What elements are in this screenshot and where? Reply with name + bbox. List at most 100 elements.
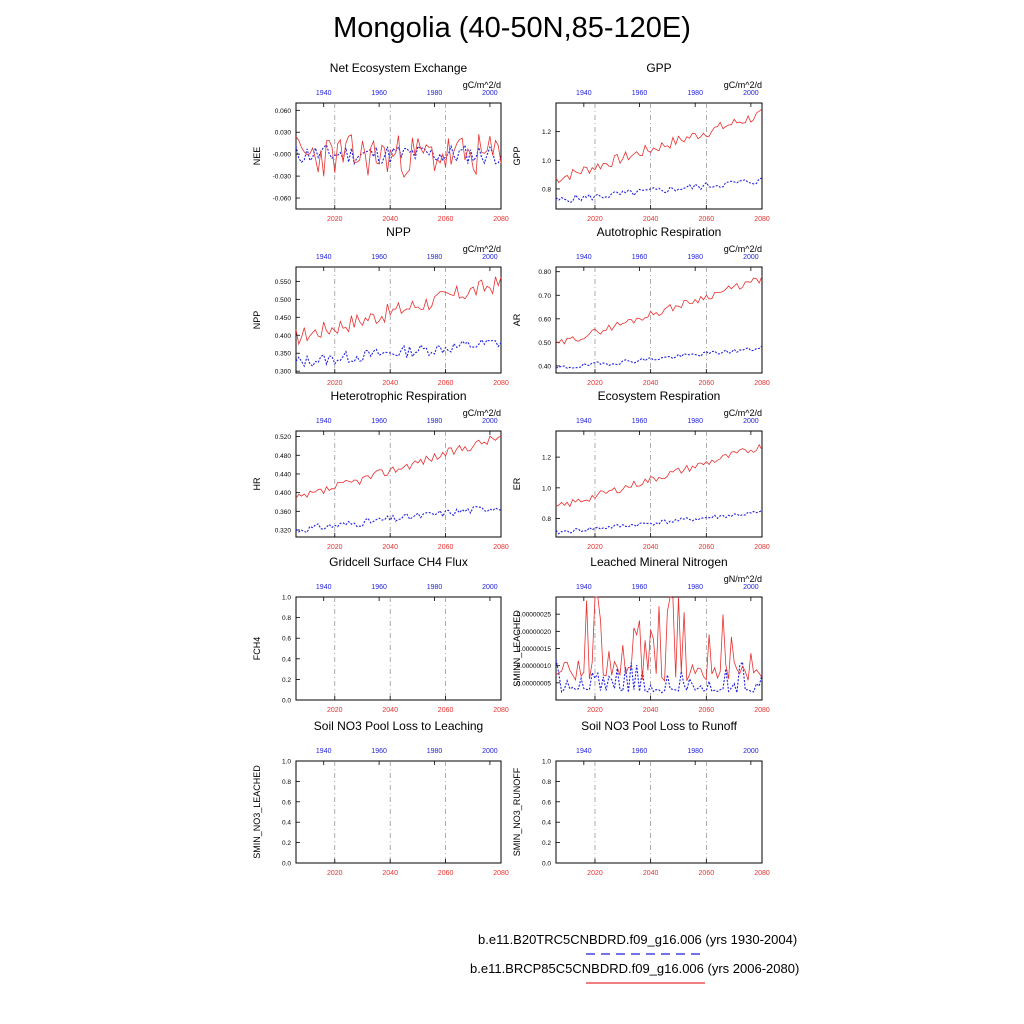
top-tick-label-ar-1980: 1980	[687, 254, 703, 261]
y-tick-label-fch4-3: 0.6	[282, 636, 291, 643]
y-tick-label-hr-5: 0.520	[275, 434, 292, 441]
panel-title-ar: Autotrophic Respiration	[597, 225, 722, 239]
top-tick-label-sminn-1960: 1960	[632, 584, 648, 591]
y-tick-label-hr-2: 0.400	[275, 490, 292, 497]
x-tick-label-sminn-2020: 2020	[587, 707, 603, 714]
y-tick-label-nee-4: -0.060	[273, 196, 292, 203]
series-line-ar-historical	[555, 345, 763, 369]
y-tick-label-gpp-2: 1.2	[542, 129, 551, 136]
y-tick-label-npp-4: 0.500	[275, 297, 292, 304]
y-tick-label-no3runoff-5: 1.0	[542, 759, 551, 766]
top-tick-label-gpp-1980: 1980	[687, 90, 703, 97]
series-line-sminn-future	[555, 596, 763, 682]
x-tick-label-no3leach-2040: 2040	[382, 870, 398, 877]
y-axis-label-no3leach: SMIN_NO3_LEACHED	[252, 765, 262, 859]
y-tick-label-fch4-2: 0.4	[282, 656, 291, 663]
y-tick-label-npp-3: 0.450	[275, 315, 292, 322]
plot-frame-no3runoff	[555, 760, 763, 864]
x-tick-label-fch4-2060: 2060	[438, 707, 454, 714]
top-tick-label-no3leach-1940: 1940	[316, 748, 332, 755]
y-tick-label-sminn-2: 0.00000015	[517, 646, 552, 653]
panel-units-nee: gC/m^2/d	[463, 80, 501, 90]
y-tick-label-no3runoff-0: 0.0	[542, 861, 551, 868]
x-tick-label-npp-2060: 2060	[438, 380, 454, 387]
x-tick-label-hr-2060: 2060	[438, 544, 454, 551]
y-axis-label-gpp: GPP	[512, 146, 522, 165]
top-tick-label-fch4-1960: 1960	[371, 584, 387, 591]
series-line-gpp-future	[555, 108, 763, 184]
panel-units-hr: gC/m^2/d	[463, 408, 501, 418]
y-tick-label-gpp-0: 0.8	[542, 186, 551, 193]
series-line-ar-future	[555, 276, 763, 345]
x-tick-label-sminn-2080: 2080	[754, 707, 770, 714]
y-axis-label-npp: NPP	[252, 311, 262, 330]
plot-frame-er	[555, 430, 763, 538]
y-tick-label-hr-0: 0.320	[275, 527, 292, 534]
series-line-nee-future	[295, 134, 502, 178]
top-tick-label-no3runoff-1960: 1960	[632, 748, 648, 755]
top-tick-label-er-1960: 1960	[632, 418, 648, 425]
x-tick-label-er-2020: 2020	[587, 544, 603, 551]
y-tick-label-er-1: 1.0	[542, 485, 551, 492]
x-tick-label-ar-2060: 2060	[699, 380, 715, 387]
panel-units-npp: gC/m^2/d	[463, 244, 501, 254]
y-axis-label-sminn: SMINN_LEACHED	[512, 610, 522, 687]
y-axis-label-no3runoff: SMIN_NO3_RUNOFF	[512, 767, 522, 856]
series-line-hr-historical	[295, 506, 502, 533]
y-tick-label-ar-3: 0.70	[538, 293, 551, 300]
x-tick-label-er-2060: 2060	[699, 544, 715, 551]
top-tick-label-sminn-1980: 1980	[687, 584, 703, 591]
x-tick-label-npp-2080: 2080	[493, 380, 509, 387]
y-tick-label-sminn-4: 0.00000025	[517, 612, 552, 619]
y-tick-label-hr-3: 0.440	[275, 471, 292, 478]
x-tick-label-no3runoff-2080: 2080	[754, 870, 770, 877]
x-tick-label-hr-2020: 2020	[327, 544, 343, 551]
y-tick-label-er-2: 1.2	[542, 455, 551, 462]
figure-title: Mongolia (40-50N,85-120E)	[333, 12, 691, 44]
top-tick-label-no3leach-1960: 1960	[371, 748, 387, 755]
y-tick-label-fch4-1: 0.2	[282, 677, 291, 684]
plot-frame-nee	[295, 102, 502, 210]
top-tick-label-npp-1960: 1960	[371, 254, 387, 261]
x-tick-label-nee-2060: 2060	[438, 216, 454, 223]
y-axis-label-hr: HR	[252, 477, 262, 490]
top-tick-label-no3leach-2000: 2000	[482, 748, 498, 755]
y-tick-label-fch4-4: 0.8	[282, 615, 291, 622]
series-line-sminn-historical	[555, 659, 763, 694]
series-line-gpp-historical	[555, 177, 763, 204]
panel-title-gpp: GPP	[646, 61, 671, 75]
top-tick-label-no3leach-1980: 1980	[427, 748, 443, 755]
top-tick-label-nee-2000: 2000	[482, 90, 498, 97]
y-tick-label-gpp-1: 1.0	[542, 158, 551, 165]
panel-units-ar: gC/m^2/d	[724, 244, 762, 254]
y-tick-label-no3runoff-4: 0.8	[542, 779, 551, 786]
y-axis-label-nee: NEE	[252, 147, 262, 166]
y-tick-label-fch4-5: 1.0	[282, 595, 291, 602]
y-tick-label-no3leach-2: 0.4	[282, 820, 291, 827]
panel-units-gpp: gC/m^2/d	[724, 80, 762, 90]
y-tick-label-npp-0: 0.300	[275, 369, 292, 376]
x-tick-label-ar-2020: 2020	[587, 380, 603, 387]
top-tick-label-gpp-1960: 1960	[632, 90, 648, 97]
panel-title-hr: Heterotrophic Respiration	[330, 389, 466, 403]
legend-historical-label: b.e11.B20TRC5CNBDRD.f09_g16.006 (yrs 193…	[478, 932, 798, 947]
top-tick-label-sminn-2000: 2000	[743, 584, 759, 591]
y-tick-label-npp-5: 0.550	[275, 279, 292, 286]
plot-frame-no3leach	[295, 760, 502, 864]
y-tick-label-npp-2: 0.400	[275, 333, 292, 340]
plot-frame-gpp	[555, 102, 763, 210]
plot-frame-hr	[295, 430, 502, 538]
top-tick-label-gpp-2000: 2000	[743, 90, 759, 97]
legend-future-label: b.e11.BRCP85C5CNBDRD.f09_g16.006 (yrs 20…	[470, 961, 800, 976]
y-axis-label-ar: AR	[512, 313, 522, 326]
y-tick-label-sminn-1: 0.00000010	[517, 663, 552, 670]
panel-title-fch4: Gridcell Surface CH4 Flux	[329, 555, 468, 569]
top-tick-label-hr-1980: 1980	[427, 418, 443, 425]
y-tick-label-no3runoff-1: 0.2	[542, 840, 551, 847]
x-tick-label-nee-2040: 2040	[382, 216, 398, 223]
y-tick-label-no3runoff-2: 0.4	[542, 820, 551, 827]
plot-frame-npp	[295, 266, 502, 374]
top-tick-label-nee-1940: 1940	[316, 90, 332, 97]
y-tick-label-no3leach-4: 0.8	[282, 779, 291, 786]
panel-units-sminn: gN/m^2/d	[724, 574, 762, 584]
